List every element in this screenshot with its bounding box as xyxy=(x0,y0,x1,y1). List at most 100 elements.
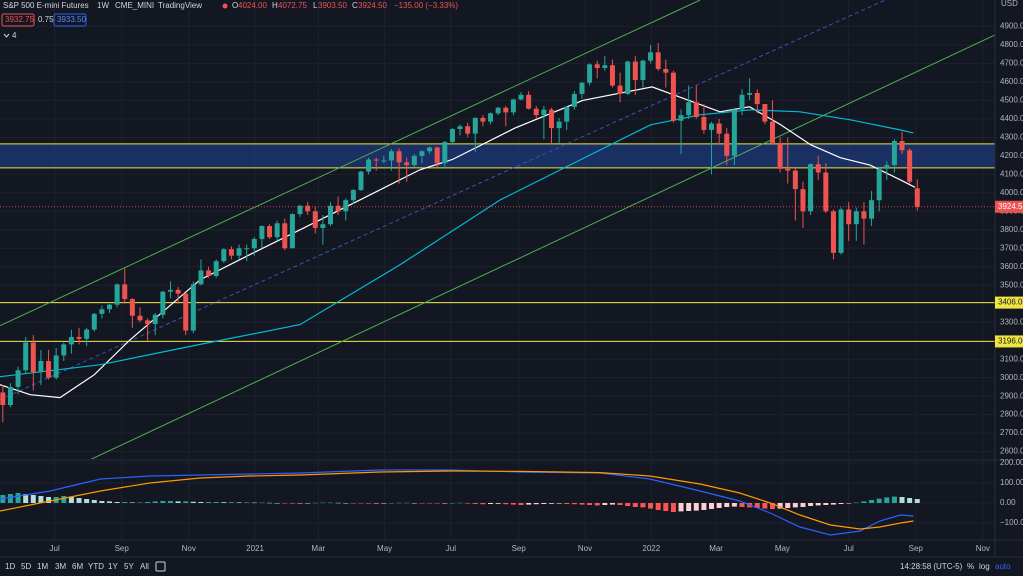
ask-box[interactable] xyxy=(53,13,87,27)
macd-histogram-bar xyxy=(198,502,204,503)
candle-body xyxy=(388,151,394,161)
ohlc-key: H xyxy=(272,1,278,10)
candle-body xyxy=(579,82,585,94)
range-button[interactable]: YTD xyxy=(88,562,104,571)
bottom-toolbar: 1D 5D 1M 3M 6M YTD 1Y 5Y All 14:28:58 (U… xyxy=(5,561,1011,572)
collapse-icon[interactable] xyxy=(3,33,10,38)
candle-body xyxy=(190,284,196,331)
candle-body xyxy=(488,113,494,122)
candle-body xyxy=(907,150,913,182)
candle-body xyxy=(30,342,36,373)
candle-body xyxy=(602,65,608,69)
bid[interactable]: 3932.75 xyxy=(5,15,34,24)
macd-histogram-bar xyxy=(792,503,798,508)
candle-body xyxy=(7,386,13,406)
macd-histogram-bar xyxy=(274,503,280,504)
macd-histogram-bar xyxy=(122,502,128,503)
macd-histogram-bar xyxy=(884,497,890,503)
date-range-icon[interactable] xyxy=(155,561,166,572)
candle-body xyxy=(731,109,737,156)
candle-body xyxy=(693,102,699,118)
macd-histogram-bar xyxy=(526,503,532,505)
candle-body xyxy=(152,314,158,325)
macd-histogram-bar xyxy=(678,503,684,512)
candle-body xyxy=(259,226,265,240)
macd-histogram-bar xyxy=(861,501,867,503)
macd-histogram-bar xyxy=(23,494,29,503)
range-button[interactable]: 1Y xyxy=(108,562,118,571)
candle-body xyxy=(137,315,143,321)
y-tick-label: 3500.00 xyxy=(1000,280,1023,289)
candle-body xyxy=(267,226,273,238)
candle-body xyxy=(533,108,539,116)
candle-body xyxy=(510,99,516,113)
auto-toggle[interactable]: auto xyxy=(995,562,1011,571)
macd-histogram-bar xyxy=(183,501,189,503)
y-tick-label: 3800.00 xyxy=(1000,225,1023,234)
macd-histogram-bar xyxy=(91,500,97,503)
macd-histogram-bar xyxy=(350,503,356,504)
candle-body xyxy=(830,211,836,253)
macd-histogram-bar xyxy=(373,503,379,504)
range-button[interactable]: 6M xyxy=(72,562,83,571)
macd-histogram-bar xyxy=(327,502,333,504)
macd-tick-label: −100.00 xyxy=(1000,518,1023,527)
macd-histogram-bar xyxy=(259,502,265,504)
y-tick-label: 4200.00 xyxy=(1000,151,1023,160)
range-button[interactable]: 5Y xyxy=(124,562,134,571)
log-toggle[interactable]: log xyxy=(979,562,990,571)
macd-histogram-bar xyxy=(267,502,273,504)
candle-body xyxy=(655,52,661,69)
macd-histogram-bar xyxy=(648,503,654,509)
candle-body xyxy=(366,159,372,172)
x-tick-label: 2022 xyxy=(642,544,660,553)
ask[interactable]: 3933.50 xyxy=(57,15,86,24)
macd-histogram-bar xyxy=(221,502,227,503)
macd-histogram-bar xyxy=(465,503,471,504)
clock[interactable]: 14:28:58 (UTC-5) xyxy=(900,562,963,571)
candle-body xyxy=(808,164,814,212)
candle-body xyxy=(472,117,478,134)
candle-body xyxy=(129,299,135,316)
y-tick-label: 4800.00 xyxy=(1000,40,1023,49)
candle-body xyxy=(53,355,59,378)
last-price-label: 3924.50 xyxy=(998,202,1023,211)
range-button[interactable]: 1M xyxy=(37,562,48,571)
y-tick-label: 2700.00 xyxy=(1000,428,1023,437)
percent-toggle[interactable]: % xyxy=(967,562,974,571)
macd-histogram-bar xyxy=(632,503,638,507)
candle-body xyxy=(198,270,204,285)
candle-body xyxy=(701,117,707,130)
last-price-box xyxy=(995,200,1023,213)
candle-body xyxy=(465,126,471,134)
range-button[interactable]: All xyxy=(140,562,149,571)
price-pane xyxy=(0,0,995,459)
y-tick-label: 3000.00 xyxy=(1000,373,1023,382)
macd-line xyxy=(0,470,914,530)
candle-body xyxy=(716,123,722,134)
range-button[interactable]: 5D xyxy=(21,562,31,571)
range-button[interactable]: 3M xyxy=(55,562,66,571)
macd-histogram-bar xyxy=(914,499,920,503)
candle-body xyxy=(518,94,524,100)
candle-body xyxy=(206,270,212,276)
macd-histogram-bar xyxy=(488,503,494,504)
macd-histogram-bar xyxy=(541,503,547,504)
candle-body xyxy=(160,291,166,315)
bid-box[interactable] xyxy=(1,13,35,27)
candle-body xyxy=(709,123,715,130)
candle-body xyxy=(495,107,501,114)
candle-body xyxy=(122,284,128,300)
macd-histogram-bar xyxy=(739,503,745,507)
macd-histogram-bar xyxy=(564,503,570,504)
candle-body xyxy=(282,223,288,249)
candle-body xyxy=(434,147,440,164)
macd-histogram-bar xyxy=(693,503,699,511)
range-button[interactable]: 1D xyxy=(5,562,15,571)
macd-histogram-bar xyxy=(129,502,135,503)
macd-histogram-bar xyxy=(76,498,82,503)
macd-histogram-bar xyxy=(838,503,844,504)
indicator-count[interactable]: 4 xyxy=(12,31,17,40)
